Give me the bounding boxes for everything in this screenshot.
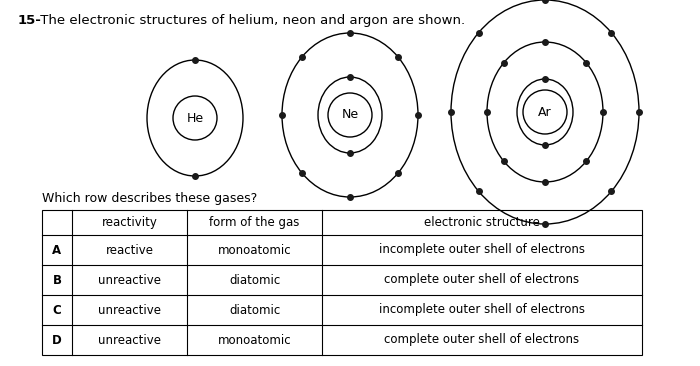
- Text: He: He: [186, 112, 204, 124]
- Text: D: D: [52, 333, 62, 347]
- Text: form of the gas: form of the gas: [209, 216, 300, 229]
- Text: 15-: 15-: [18, 14, 42, 27]
- Text: unreactive: unreactive: [98, 273, 161, 287]
- Text: The electronic structures of helium, neon and argon are shown.: The electronic structures of helium, neo…: [36, 14, 465, 27]
- Text: electronic structure: electronic structure: [424, 216, 540, 229]
- Text: unreactive: unreactive: [98, 303, 161, 317]
- Text: B: B: [52, 273, 62, 287]
- Text: A: A: [52, 243, 62, 257]
- Text: monoatomic: monoatomic: [218, 333, 291, 347]
- Bar: [42, 210, 642, 355]
- Text: incomplete outer shell of electrons: incomplete outer shell of electrons: [379, 243, 585, 257]
- Text: C: C: [52, 303, 62, 317]
- Text: complete outer shell of electrons: complete outer shell of electrons: [384, 273, 580, 287]
- Text: Which row describes these gases?: Which row describes these gases?: [42, 192, 258, 205]
- Text: complete outer shell of electrons: complete outer shell of electrons: [384, 333, 580, 347]
- Text: diatomic: diatomic: [229, 303, 280, 317]
- Text: incomplete outer shell of electrons: incomplete outer shell of electrons: [379, 303, 585, 317]
- Text: reactivity: reactivity: [102, 216, 158, 229]
- Text: Ar: Ar: [538, 105, 552, 119]
- Text: reactive: reactive: [106, 243, 153, 257]
- Text: Ne: Ne: [342, 108, 358, 122]
- Text: monoatomic: monoatomic: [218, 243, 291, 257]
- Text: unreactive: unreactive: [98, 333, 161, 347]
- Text: diatomic: diatomic: [229, 273, 280, 287]
